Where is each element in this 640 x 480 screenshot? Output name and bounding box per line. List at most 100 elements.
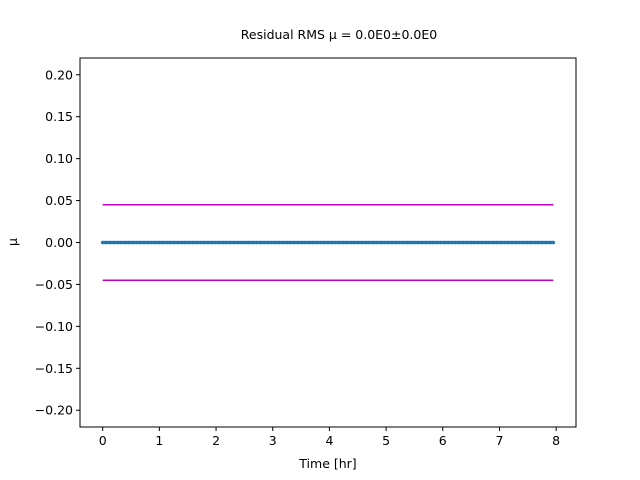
- data-point: [175, 240, 180, 245]
- x-tick-label: 0: [99, 433, 107, 448]
- data-point: [393, 240, 398, 245]
- data-point: [288, 240, 293, 245]
- data-point: [224, 240, 229, 245]
- data-point: [217, 240, 221, 245]
- x-axis: 0 1 2 3 4 5 6 7 8: [99, 427, 560, 448]
- data-point: [547, 240, 552, 245]
- y-tick-label: 0.00: [45, 235, 73, 250]
- data-point: [461, 240, 465, 245]
- data-point: [416, 240, 420, 245]
- data-point: [510, 240, 514, 245]
- plot-area: [100, 203, 556, 282]
- data-point: [495, 240, 499, 245]
- data-point: [420, 240, 424, 245]
- data-point: [435, 240, 439, 245]
- data-point: [149, 240, 154, 245]
- data-point: [281, 240, 285, 245]
- data-point: [551, 240, 556, 245]
- data-point: [352, 240, 357, 245]
- data-point: [446, 240, 450, 245]
- data-point: [359, 240, 364, 245]
- y-tick-label: 0.05: [45, 193, 73, 208]
- y-tick-label: 0.15: [45, 109, 73, 124]
- data-point: [202, 240, 206, 245]
- data-point: [198, 240, 203, 245]
- data-point: [423, 240, 428, 245]
- data-point: [262, 240, 266, 245]
- data-point: [521, 240, 526, 245]
- data-point: [438, 240, 443, 245]
- data-point: [108, 240, 112, 245]
- data-point: [258, 240, 263, 245]
- data-point: [228, 240, 233, 245]
- data-point: [465, 240, 469, 245]
- data-point: [239, 240, 244, 245]
- x-tick-label: 5: [382, 433, 390, 448]
- data-point: [119, 240, 124, 245]
- data-point: [457, 240, 462, 245]
- x-tick-label: 6: [439, 433, 447, 448]
- data-point: [104, 240, 109, 245]
- data-point: [179, 240, 184, 245]
- data-point: [130, 240, 135, 245]
- data-point: [157, 240, 161, 245]
- y-tick-label: −0.15: [35, 361, 73, 376]
- data-point: [348, 240, 353, 245]
- data-point: [487, 240, 492, 245]
- data-point: [344, 240, 349, 245]
- data-point: [476, 240, 481, 245]
- x-axis-label: Time [hr]: [298, 456, 356, 471]
- data-point: [209, 240, 214, 245]
- y-tick-label: −0.05: [35, 277, 73, 292]
- data-point: [153, 240, 158, 245]
- data-point: [356, 240, 360, 245]
- data-point: [378, 240, 383, 245]
- data-point: [431, 240, 435, 245]
- data-point: [363, 240, 368, 245]
- data-point: [337, 240, 342, 245]
- data-point: [236, 240, 240, 245]
- y-tick-label: −0.20: [35, 403, 73, 418]
- y-tick-label: 0.20: [45, 67, 73, 82]
- data-point: [386, 240, 390, 245]
- data-point: [134, 240, 139, 245]
- data-point: [517, 240, 522, 245]
- x-tick-label: 4: [325, 433, 333, 448]
- data-point: [206, 240, 210, 245]
- data-point: [371, 240, 375, 245]
- data-point: [100, 240, 105, 245]
- data-point: [266, 240, 270, 245]
- data-point: [472, 240, 477, 245]
- data-point: [160, 240, 165, 245]
- data-point: [540, 240, 544, 245]
- data-point: [243, 240, 248, 245]
- data-point: [296, 240, 300, 245]
- data-point: [247, 240, 251, 245]
- data-point: [138, 240, 143, 245]
- x-tick-label: 1: [155, 433, 163, 448]
- data-point: [292, 240, 297, 245]
- data-point: [322, 240, 327, 245]
- y-tick-label: 0.10: [45, 151, 73, 166]
- data-point: [412, 240, 417, 245]
- data-point: [191, 240, 195, 245]
- data-point: [299, 240, 304, 245]
- data-point: [498, 240, 503, 245]
- data-point: [326, 240, 330, 245]
- data-point: [480, 240, 484, 245]
- data-point: [502, 240, 507, 245]
- data-point: [382, 240, 387, 245]
- y-axis-label: μ: [5, 238, 20, 246]
- data-point: [221, 240, 225, 245]
- data-point: [536, 240, 541, 245]
- data-point: [450, 240, 454, 245]
- data-point: [528, 240, 533, 245]
- chart-title: Residual RMS μ = 0.0E0±0.0E0: [241, 27, 437, 42]
- data-point: [232, 240, 236, 245]
- data-point: [401, 240, 405, 245]
- data-point: [112, 240, 116, 245]
- data-point: [168, 240, 173, 245]
- data-point: [127, 240, 131, 245]
- data-point: [491, 240, 496, 245]
